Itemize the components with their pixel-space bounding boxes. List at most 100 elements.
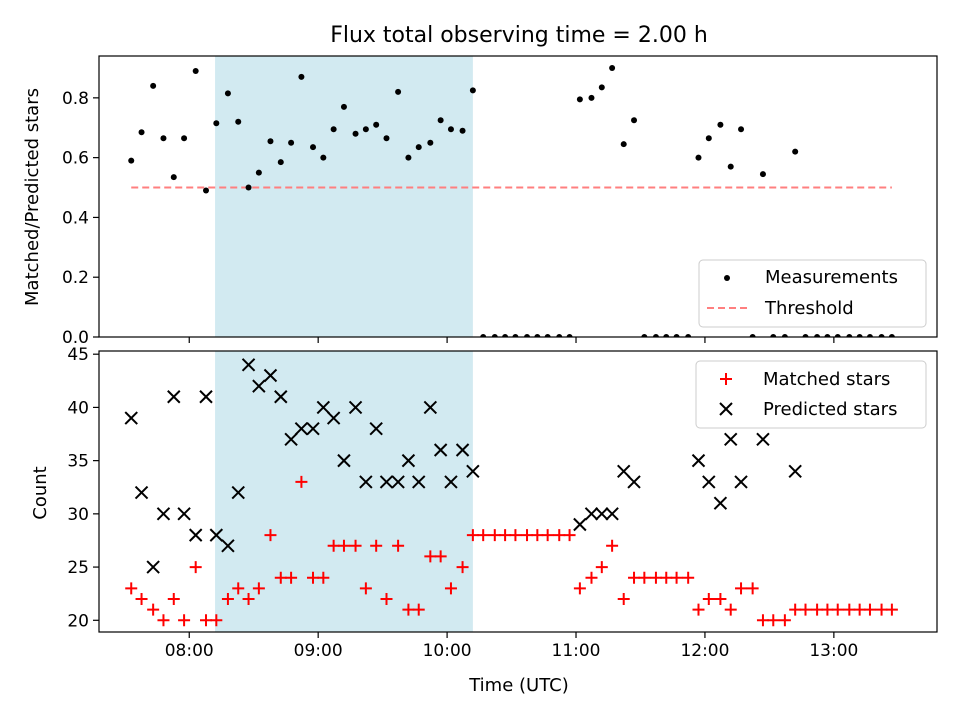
measurement-point <box>524 334 531 337</box>
predicted-point <box>209 528 224 542</box>
top-y-tick-label: 0.4 <box>62 208 89 228</box>
matched-point <box>521 529 534 542</box>
measurement-point <box>469 87 476 94</box>
matched-point <box>563 529 576 542</box>
bottom-observing-span <box>215 351 473 632</box>
measurement-point <box>415 144 422 151</box>
measurement-point <box>792 148 799 155</box>
measurement-point <box>749 334 756 337</box>
matched-point <box>274 571 287 584</box>
matched-point <box>349 539 362 552</box>
predicted-point <box>337 453 351 468</box>
predicted-point <box>231 485 245 500</box>
predicted-point <box>412 475 426 489</box>
matched-point <box>541 529 554 542</box>
matched-point <box>317 571 330 584</box>
matched-point <box>573 582 586 595</box>
predicted-point <box>146 560 160 574</box>
top-plot-area <box>128 64 895 337</box>
predicted-point <box>595 507 609 521</box>
matched-point <box>585 571 598 584</box>
predicted-point <box>584 507 599 521</box>
predicted-point <box>241 358 256 372</box>
measurement-point <box>652 334 659 337</box>
predicted-point <box>734 475 748 489</box>
matched-point <box>370 539 383 552</box>
top-panel: 0.0 0.2 0.4 0.6 0.8 <box>62 55 938 348</box>
measurement-point <box>781 334 788 337</box>
measurements-legend-label: Measurements <box>765 267 898 288</box>
measurement-point <box>576 96 583 103</box>
predicted-point <box>573 517 587 532</box>
matched-point <box>863 603 876 616</box>
measurement-point <box>866 334 873 337</box>
matched-point <box>509 529 522 542</box>
matched-point <box>264 529 277 542</box>
measurement-point <box>213 120 220 127</box>
measurement-point <box>277 159 284 166</box>
measurement-point <box>512 334 519 337</box>
matched-point <box>649 571 662 584</box>
measurement-point <box>620 141 627 148</box>
bottom-panel: 20 25 30 35 40 45 08:00 09:00 10:00 11:00 12:00 13:… <box>67 345 938 661</box>
measurement-point <box>320 154 327 161</box>
measurement-point <box>705 135 712 142</box>
measurement-point <box>727 163 734 170</box>
measurement-point <box>288 139 295 146</box>
matched-point <box>327 539 340 552</box>
measurement-point <box>738 126 745 133</box>
measurement-point <box>138 129 145 136</box>
measurement-point <box>383 135 390 142</box>
predicted-point <box>702 475 716 489</box>
measurement-point <box>663 334 670 337</box>
predicted-point <box>627 475 641 489</box>
measurement-point <box>235 118 242 125</box>
measurement-point <box>491 334 498 337</box>
matched-point <box>885 603 898 616</box>
matched-point <box>756 614 769 627</box>
measurement-point <box>298 73 305 80</box>
matched-point <box>499 529 512 542</box>
x-tick-label: 08:00 <box>165 641 214 661</box>
predicted-point <box>156 507 171 521</box>
matched-point <box>189 561 202 574</box>
matched-point <box>200 614 213 627</box>
measurement-point <box>673 334 680 337</box>
measurement-point <box>310 144 317 151</box>
matched-point <box>692 603 705 616</box>
measurement-point <box>556 334 563 337</box>
bottom-legend: Matched stars Predicted stars <box>695 360 927 429</box>
measurement-point <box>245 184 252 191</box>
matched-point <box>167 593 180 606</box>
matched-point <box>392 539 405 552</box>
predicted-point <box>423 400 438 415</box>
predicted-point <box>134 485 149 500</box>
measurement-point <box>203 187 210 194</box>
measurement-point <box>362 126 369 133</box>
measurement-point <box>566 334 573 337</box>
matched-point <box>553 529 566 542</box>
predicted-point <box>713 496 728 510</box>
top-legend: Measurements Threshold <box>698 259 927 328</box>
top-axes-frame <box>98 55 938 338</box>
measurement-point <box>888 334 895 337</box>
measurement-point <box>150 82 157 89</box>
measurement-point <box>480 334 487 337</box>
top-y-tick-label: 0.8 <box>62 89 89 109</box>
bottom-legend-box <box>695 360 927 429</box>
predicted-point <box>294 421 309 436</box>
x-tick-label: 13:00 <box>809 641 858 661</box>
x-tick-label: 09:00 <box>294 641 343 661</box>
matched-point <box>746 582 759 595</box>
matched-point <box>434 550 447 563</box>
measurement-point <box>856 334 863 337</box>
matched-point <box>424 550 437 563</box>
matched-point <box>252 582 265 595</box>
predicted-point <box>391 475 405 489</box>
x-tick-label: 12:00 <box>680 641 729 661</box>
measurement-point <box>878 334 885 337</box>
measurement-point <box>588 94 595 101</box>
predicted-point <box>379 475 394 489</box>
bottom-y-tick-label: 40 <box>67 398 89 418</box>
matched-point <box>735 582 748 595</box>
